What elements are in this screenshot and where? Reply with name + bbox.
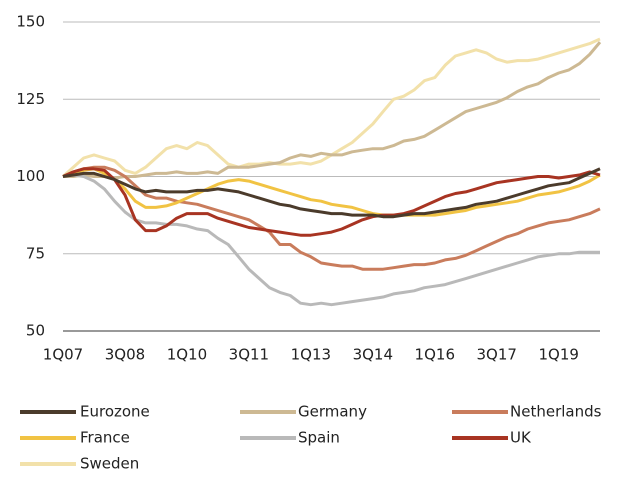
x-tick-label: 1Q07 bbox=[43, 346, 83, 364]
data-line bbox=[62, 165, 601, 271]
data-line bbox=[62, 173, 600, 307]
legend-label: France bbox=[80, 429, 130, 447]
y-tick-label: 150 bbox=[16, 13, 45, 31]
x-tick-label: 1Q13 bbox=[291, 346, 331, 364]
data-line bbox=[62, 167, 601, 217]
legend-label: Germany bbox=[298, 403, 367, 421]
legend-label: Netherlands bbox=[510, 403, 602, 421]
y-tick-label: 100 bbox=[16, 167, 45, 185]
legend-label: Eurozone bbox=[80, 403, 150, 421]
y-tick-label: 50 bbox=[26, 322, 45, 340]
y-tick-label: 75 bbox=[26, 244, 45, 262]
x-tick-label: 3Q14 bbox=[353, 346, 393, 364]
legend-label: UK bbox=[510, 429, 532, 447]
x-tick-label: 1Q10 bbox=[167, 346, 207, 364]
x-tick-label: 3Q11 bbox=[229, 346, 269, 364]
x-tick-label: 3Q08 bbox=[105, 346, 145, 364]
data-line bbox=[63, 41, 602, 180]
x-tick-label: 1Q16 bbox=[415, 346, 455, 364]
data-line bbox=[62, 167, 601, 219]
legend-label: Spain bbox=[298, 429, 340, 447]
data-line bbox=[62, 167, 601, 237]
y-tick-label: 125 bbox=[16, 90, 45, 108]
x-tick-label: 1Q19 bbox=[538, 346, 578, 364]
legend-label: Sweden bbox=[80, 455, 139, 473]
x-tick-label: 3Q17 bbox=[477, 346, 517, 364]
